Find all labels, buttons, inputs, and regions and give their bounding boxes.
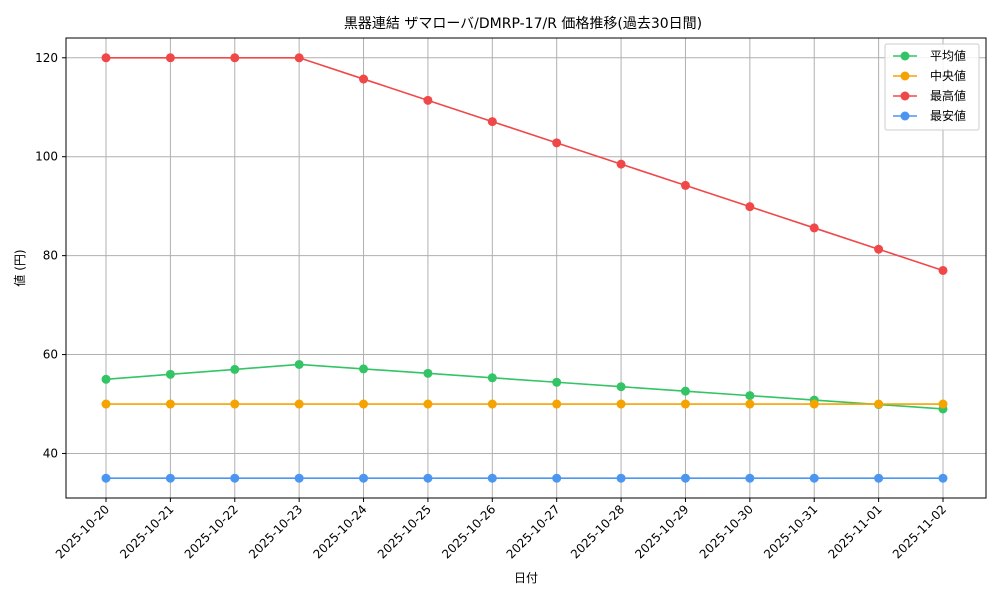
data-point	[809, 223, 819, 233]
data-point	[230, 364, 240, 374]
legend-marker	[900, 91, 910, 101]
data-point	[938, 399, 948, 409]
series-layer	[101, 53, 948, 483]
data-point	[165, 473, 175, 483]
y-tick-label: 120	[35, 51, 58, 65]
x-tick-label: 2025-10-20	[53, 502, 112, 561]
y-tick-label: 40	[43, 446, 58, 460]
data-point	[487, 473, 497, 483]
data-point	[230, 399, 240, 409]
data-point	[423, 368, 433, 378]
data-point	[809, 399, 819, 409]
data-point	[165, 399, 175, 409]
legend-label: 最安値	[930, 108, 966, 123]
x-tick-label: 2025-10-23	[246, 502, 305, 561]
legend-label: 中央値	[930, 68, 966, 83]
x-tick-label: 2025-10-26	[439, 502, 498, 561]
data-point	[487, 117, 497, 127]
data-point	[359, 399, 369, 409]
legend-frame	[884, 43, 980, 131]
data-point	[101, 374, 111, 384]
data-point	[938, 265, 948, 275]
data-point	[230, 53, 240, 63]
data-point	[680, 473, 690, 483]
data-point	[552, 473, 562, 483]
x-tick-label: 2025-11-02	[890, 502, 949, 561]
data-point	[680, 180, 690, 190]
x-tick-label: 2025-10-30	[697, 502, 756, 561]
x-tick-label: 2025-10-27	[504, 502, 563, 561]
x-axis: 2025-10-20 2025-10-21 2025-10-22 2025-10-23…	[53, 498, 949, 561]
data-point	[165, 369, 175, 379]
data-point	[809, 473, 819, 483]
data-point	[101, 53, 111, 63]
data-point	[423, 95, 433, 105]
data-point	[874, 473, 884, 483]
data-point	[874, 399, 884, 409]
data-point	[294, 53, 304, 63]
data-point	[745, 202, 755, 212]
data-point	[745, 391, 755, 401]
x-tick-label: 2025-11-01	[826, 502, 885, 561]
x-tick-label: 2025-10-21	[117, 502, 176, 561]
data-point	[616, 159, 626, 169]
data-point	[487, 399, 497, 409]
legend-label: 平均値	[930, 48, 966, 63]
plot-frame	[65, 37, 987, 499]
data-point	[294, 399, 304, 409]
data-point	[101, 399, 111, 409]
data-point	[101, 473, 111, 483]
data-point	[359, 364, 369, 374]
data-point	[616, 382, 626, 392]
x-tick-label: 2025-10-25	[375, 502, 434, 561]
data-point	[552, 399, 562, 409]
grid-lines	[66, 38, 986, 498]
data-point	[359, 74, 369, 84]
chart-title: 黒器連結 ザマローバ/DMRP-17/R 価格推移(過去30日間)	[344, 16, 702, 32]
y-axis: 40 60 80 100 120	[35, 51, 66, 460]
x-axis-title: 日付	[514, 571, 538, 585]
data-point	[487, 373, 497, 383]
y-tick-label: 80	[43, 249, 58, 263]
data-point	[165, 53, 175, 63]
data-point	[423, 473, 433, 483]
data-point	[616, 473, 626, 483]
y-tick-label: 60	[43, 348, 58, 362]
y-axis-title: 値 (円)	[12, 249, 27, 286]
data-point	[680, 386, 690, 396]
x-tick-label: 2025-10-29	[632, 502, 691, 561]
x-tick-label: 2025-10-31	[761, 502, 820, 561]
legend-marker	[900, 111, 910, 121]
legend-label: 最高値	[930, 88, 966, 103]
data-point	[874, 244, 884, 254]
data-point	[294, 473, 304, 483]
series-line-3	[106, 56, 944, 272]
data-point	[359, 473, 369, 483]
data-point	[230, 473, 240, 483]
legend-marker	[900, 51, 910, 61]
x-tick-label: 2025-10-22	[182, 502, 241, 561]
data-point	[745, 473, 755, 483]
x-tick-label: 2025-10-28	[568, 502, 627, 561]
data-point	[294, 359, 304, 369]
data-point	[745, 399, 755, 409]
series-line-1	[105, 363, 944, 410]
data-point	[552, 377, 562, 387]
data-point	[552, 138, 562, 148]
legend-marker	[900, 71, 910, 81]
data-point	[423, 399, 433, 409]
data-point	[938, 473, 948, 483]
data-point	[680, 399, 690, 409]
data-point	[616, 399, 626, 409]
x-tick-label: 2025-10-24	[310, 502, 369, 561]
y-tick-label: 100	[35, 150, 58, 164]
